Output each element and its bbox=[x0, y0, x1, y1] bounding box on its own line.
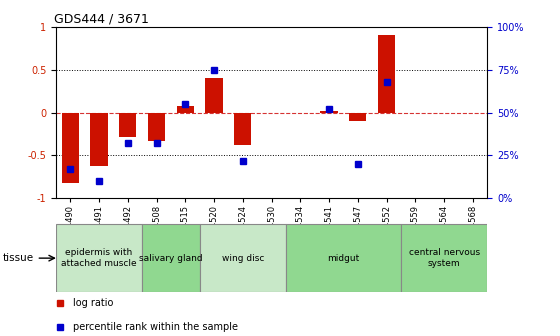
Text: tissue: tissue bbox=[3, 253, 34, 263]
Bar bbox=[56, 224, 142, 292]
Bar bbox=[148, 113, 165, 141]
Bar bbox=[286, 224, 401, 292]
Bar bbox=[62, 113, 79, 183]
Bar bbox=[401, 224, 487, 292]
Text: central nervous
system: central nervous system bbox=[408, 248, 480, 268]
Bar bbox=[349, 113, 366, 121]
Bar bbox=[200, 224, 286, 292]
Text: percentile rank within the sample: percentile rank within the sample bbox=[73, 322, 238, 332]
Bar bbox=[320, 111, 338, 113]
Text: GDS444 / 3671: GDS444 / 3671 bbox=[54, 13, 149, 26]
Bar bbox=[378, 36, 395, 113]
Text: log ratio: log ratio bbox=[73, 298, 114, 308]
Text: wing disc: wing disc bbox=[222, 254, 264, 263]
Bar bbox=[91, 113, 108, 166]
Bar bbox=[234, 113, 251, 145]
Text: epidermis with
attached muscle: epidermis with attached muscle bbox=[61, 248, 137, 268]
Bar bbox=[177, 106, 194, 113]
Bar bbox=[142, 224, 200, 292]
Bar bbox=[119, 113, 137, 136]
Text: salivary gland: salivary gland bbox=[139, 254, 203, 263]
Bar bbox=[206, 78, 223, 113]
Text: midgut: midgut bbox=[328, 254, 360, 263]
